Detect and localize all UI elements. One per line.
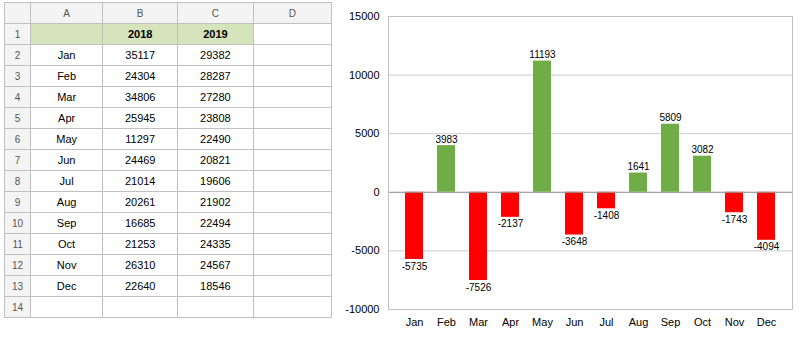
svg-text:-10000: -10000 (345, 303, 379, 315)
html-text:24335: 24335 (200, 238, 231, 250)
svg-text:-5735: -5735 (402, 261, 428, 272)
html-text:Mar: Mar (57, 91, 77, 103)
html-text:20261: 20261 (124, 196, 156, 208)
html-text:13: 13 (12, 280, 24, 292)
html-text:16685: 16685 (124, 217, 156, 229)
svg-text:5809: 5809 (659, 112, 682, 123)
html-text:14: 14 (12, 301, 24, 313)
html-text:28287: 28287 (200, 70, 231, 82)
html-text:Sep: Sep (56, 217, 77, 229)
svg-text:3082: 3082 (691, 144, 714, 155)
html-text:11: 11 (12, 238, 23, 250)
svg-text:-4094: -4094 (754, 241, 780, 252)
html-text:21014: 21014 (124, 175, 156, 187)
html-text:24469: 24469 (124, 154, 156, 166)
html-text:35117: 35117 (125, 49, 156, 61)
html-text:6: 6 (14, 133, 21, 145)
html-text:29382: 29382 (200, 49, 231, 61)
svg-text:Jan: Jan (406, 316, 424, 328)
svg-text:Nov: Nov (725, 316, 745, 328)
svg-text:Feb: Feb (437, 316, 456, 328)
svg-text:Apr: Apr (502, 316, 519, 328)
html-text:2018: 2018 (128, 28, 153, 40)
html-text:4: 4 (14, 91, 21, 103)
html-text:Oct: Oct (58, 238, 76, 250)
svg-text:-2137: -2137 (498, 218, 524, 229)
html-text:2: 2 (14, 49, 21, 61)
html-text:22640: 22640 (124, 280, 156, 292)
html-text:A: A (63, 7, 70, 19)
svg-text:11193: 11193 (529, 49, 556, 60)
html-text:11297: 11297 (125, 133, 156, 145)
html-text:7: 7 (14, 154, 21, 166)
html-text:24304: 24304 (124, 70, 156, 82)
html-text:21902: 21902 (200, 196, 231, 208)
html-text:3: 3 (14, 70, 21, 82)
svg-text:May: May (532, 316, 553, 328)
svg-text:Dec: Dec (757, 316, 777, 328)
html-text:1: 1 (14, 28, 21, 40)
svg-text:Oct: Oct (694, 316, 711, 328)
html-text:25945: 25945 (124, 112, 156, 124)
svg-text:3983: 3983 (435, 134, 458, 145)
html-text:27280: 27280 (200, 91, 231, 103)
svg-text:Aug: Aug (629, 316, 649, 328)
html-text:Aug: Aug (56, 196, 77, 208)
html-text:34806: 34806 (124, 91, 156, 103)
html-text:8: 8 (14, 175, 21, 187)
html-text:B: B (136, 7, 144, 19)
html-text:21253: 21253 (124, 238, 156, 250)
svg-text:-1408: -1408 (594, 210, 620, 221)
html-text:5: 5 (14, 112, 21, 124)
html-text:10: 10 (12, 217, 24, 229)
svg-text:5000: 5000 (355, 127, 379, 139)
html-text:Apr: Apr (58, 112, 76, 124)
html-text:D: D (288, 7, 296, 19)
svg-text:Jul: Jul (599, 316, 613, 328)
svg-text:0: 0 (373, 186, 379, 198)
svg-text:Sep: Sep (661, 316, 681, 328)
svg-text:15000: 15000 (349, 10, 380, 22)
html-text:Dec: Dec (56, 280, 77, 292)
html-text:2019: 2019 (203, 28, 228, 40)
svg-text:Jun: Jun (566, 316, 584, 328)
html-text:19606: 19606 (200, 175, 231, 187)
html-text:Nov: Nov (56, 259, 77, 271)
html-text:24567: 24567 (200, 259, 231, 271)
svg-text:1641: 1641 (627, 161, 650, 172)
html-text:20821: 20821 (200, 154, 231, 166)
html-text:May: May (56, 133, 77, 145)
html-text:22494: 22494 (200, 217, 231, 229)
html-text:Jan: Jan (57, 49, 76, 61)
svg-text:Mar: Mar (469, 316, 488, 328)
svg-text:-7526: -7526 (466, 282, 492, 293)
html-text:Jun: Jun (57, 154, 76, 166)
html-text:18546: 18546 (200, 280, 231, 292)
svg-text:-5000: -5000 (351, 244, 379, 256)
html-text:C: C (211, 7, 219, 19)
html-text:12: 12 (12, 259, 24, 271)
html-text:Feb: Feb (57, 70, 77, 82)
svg-text:-1743: -1743 (722, 214, 748, 225)
html-text:Jul: Jul (59, 175, 74, 187)
html-text:22490: 22490 (200, 133, 231, 145)
svg-text:-3648: -3648 (562, 236, 588, 247)
svg-text:10000: 10000 (349, 69, 380, 81)
html-text:26310: 26310 (124, 259, 156, 271)
html-text:9: 9 (14, 196, 21, 208)
html-text:23808: 23808 (200, 112, 231, 124)
